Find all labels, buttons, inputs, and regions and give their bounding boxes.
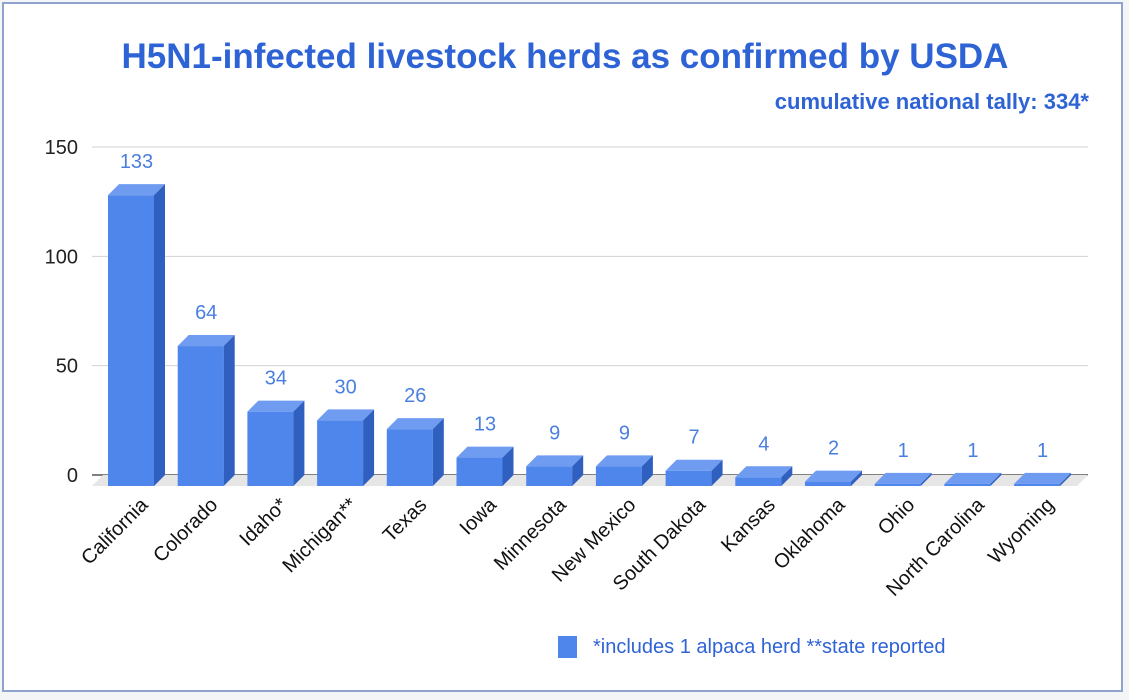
data-label: 133 [120,151,153,173]
bar-side [363,409,375,486]
y-tick-label: 50 [56,356,78,378]
x-tick-label: California [77,493,153,569]
bar-front [317,420,364,486]
bar-side [851,470,862,486]
data-label: 64 [195,302,217,324]
bar-front [108,195,154,486]
bar-top [526,455,584,467]
data-label: 13 [474,414,496,436]
data-label: 1 [1037,440,1048,462]
bar-side [781,466,793,486]
bar-front [526,466,573,486]
x-tick-label: Iowa [456,493,502,539]
bar-top [665,459,723,471]
bar-side [572,455,584,486]
data-label: 7 [689,427,700,449]
legend-label: *includes 1 alpaca herd **state reported [593,636,945,658]
x-tick-label: Ohio [874,494,919,539]
bar [108,184,165,486]
bar-side [920,472,932,486]
x-tick-label: Kansas [717,494,780,557]
data-label: 30 [334,376,356,398]
bar [526,455,584,486]
bar [805,470,862,486]
bars [108,184,1072,486]
x-tick-label: Oklahoma [770,493,851,574]
bar-front [595,466,642,486]
bar-top [317,409,375,421]
bar-front [456,457,503,486]
data-label: 9 [549,422,560,444]
bar-top [735,466,793,478]
y-tick-label: 150 [45,137,78,159]
bar [456,446,514,486]
bar-top [456,446,514,458]
bar [177,335,235,486]
bar-side [502,446,514,486]
bar-top [595,455,653,467]
bar [874,472,932,486]
data-label: 4 [758,433,769,455]
bar-front [735,477,782,486]
bar-top [386,418,444,430]
bar-top [1014,472,1072,484]
bar-top [247,400,305,412]
bar-front [1014,483,1061,486]
bar-top [805,470,862,482]
bar-side [990,472,1002,486]
bar-side [432,418,444,486]
data-label: 1 [967,440,978,462]
x-tick-label: Colorado [149,494,222,567]
bar-side [1060,472,1072,486]
chart-title: H5N1-infected livestock herds as confirm… [122,37,1009,76]
bar-front [177,346,224,486]
bar [735,466,793,486]
legend: *includes 1 alpaca herd **state reported [558,636,945,658]
bar-top [874,472,932,484]
bar-front [944,483,991,486]
chart-floor [92,475,1088,486]
y-tick-label: 100 [45,246,78,268]
bar [665,459,723,486]
data-label: 1 [898,440,909,462]
legend-swatch [558,636,577,658]
x-tick-label: Idaho* [235,494,292,551]
data-label: 34 [265,368,287,390]
bar-front [247,411,294,486]
bar-front [665,470,712,486]
bar [386,418,444,486]
y-tick-label: 0 [67,465,78,487]
data-labels: 133 64 34 30 26 13 9 9 7 4 2 1 1 1 [120,151,1048,462]
bar-side [641,455,653,486]
chart-subtitle: cumulative national tally: 334* [775,89,1090,114]
bar [1014,472,1072,486]
bar-front [874,483,921,486]
bar [247,400,305,486]
bar-front [805,481,851,486]
bar [317,409,375,486]
floor-plane [92,475,1088,486]
bar-side [711,459,723,486]
x-tick-label: Michigan** [278,494,361,577]
bar [595,455,653,486]
bar-top [944,472,1002,484]
bar-front [386,429,433,486]
x-tick-label: Wyoming [984,494,1058,568]
y-axis-ticks: 0 50 100 150 [45,137,78,487]
x-tick-label: Texas [379,494,432,547]
bar-side [154,184,165,486]
data-label: 2 [828,438,839,460]
data-label: 9 [619,422,630,444]
bar [944,472,1002,486]
gridlines [92,146,1088,476]
data-label: 26 [404,385,426,407]
bar-side [223,335,235,486]
bar-side [293,400,305,486]
bar-top [177,335,235,347]
bar-top [108,184,165,196]
